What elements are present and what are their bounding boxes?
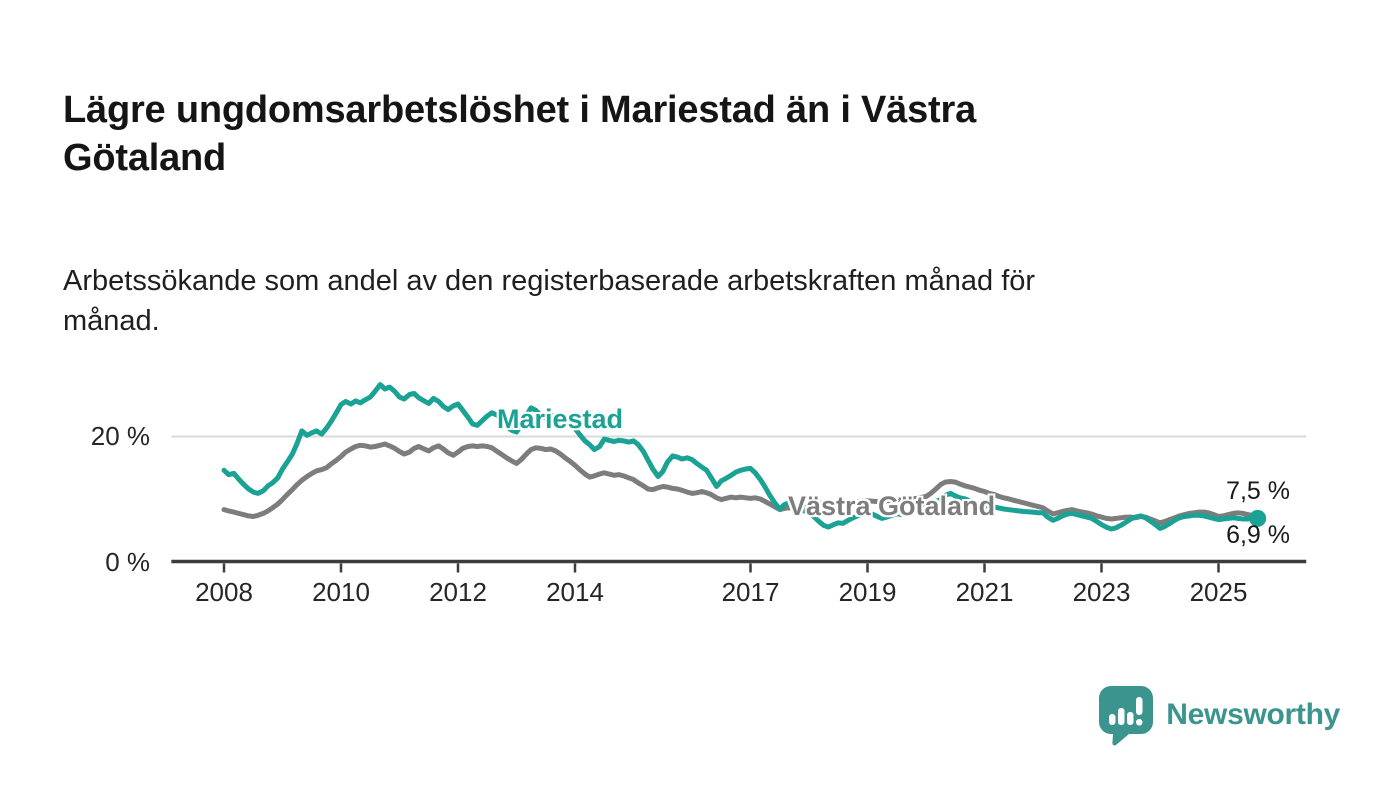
series-end-dot-mariestad: [1249, 509, 1267, 527]
y-axis-label-20: 20 %: [90, 421, 150, 451]
x-axis-label-2025: 2025: [1189, 577, 1248, 607]
page-title: Lägre ungdomsarbetslöshet i Mariestad än…: [63, 89, 977, 179]
chart-subtitle: Arbetssökande som andel av den registerb…: [63, 265, 1036, 338]
x-axis-label-2017: 2017: [721, 577, 780, 607]
x-axis-label-2014: 2014: [546, 577, 604, 607]
bar-chart-speech-bubble-icon: [1099, 686, 1154, 746]
end-value-label-mariestad: 6,9 %: [1226, 521, 1290, 549]
series-line-v-stra-g-taland: [221, 441, 1261, 526]
x-axis-label-2008: 2008: [195, 577, 253, 607]
newsworthy-brand: Newsworthy: [1097, 684, 1340, 746]
x-axis-label-2021: 2021: [955, 577, 1014, 607]
brand-name: Newsworthy: [1166, 698, 1340, 731]
x-axis-label-2010: 2010: [312, 577, 370, 607]
series-label-vastra-gotaland: Västra Götaland: [788, 491, 996, 521]
end-value-label-vastra-gotaland: 7,5 %: [1226, 477, 1290, 505]
series-label-mariestad: Mariestad: [497, 404, 624, 434]
y-axis-label-0: 0 %: [105, 547, 150, 577]
x-axis-label-2023: 2023: [1072, 577, 1131, 607]
x-axis-label-2019: 2019: [838, 577, 897, 607]
x-axis-label-2012: 2012: [429, 577, 487, 607]
series-line-mariestad: [221, 382, 1261, 532]
